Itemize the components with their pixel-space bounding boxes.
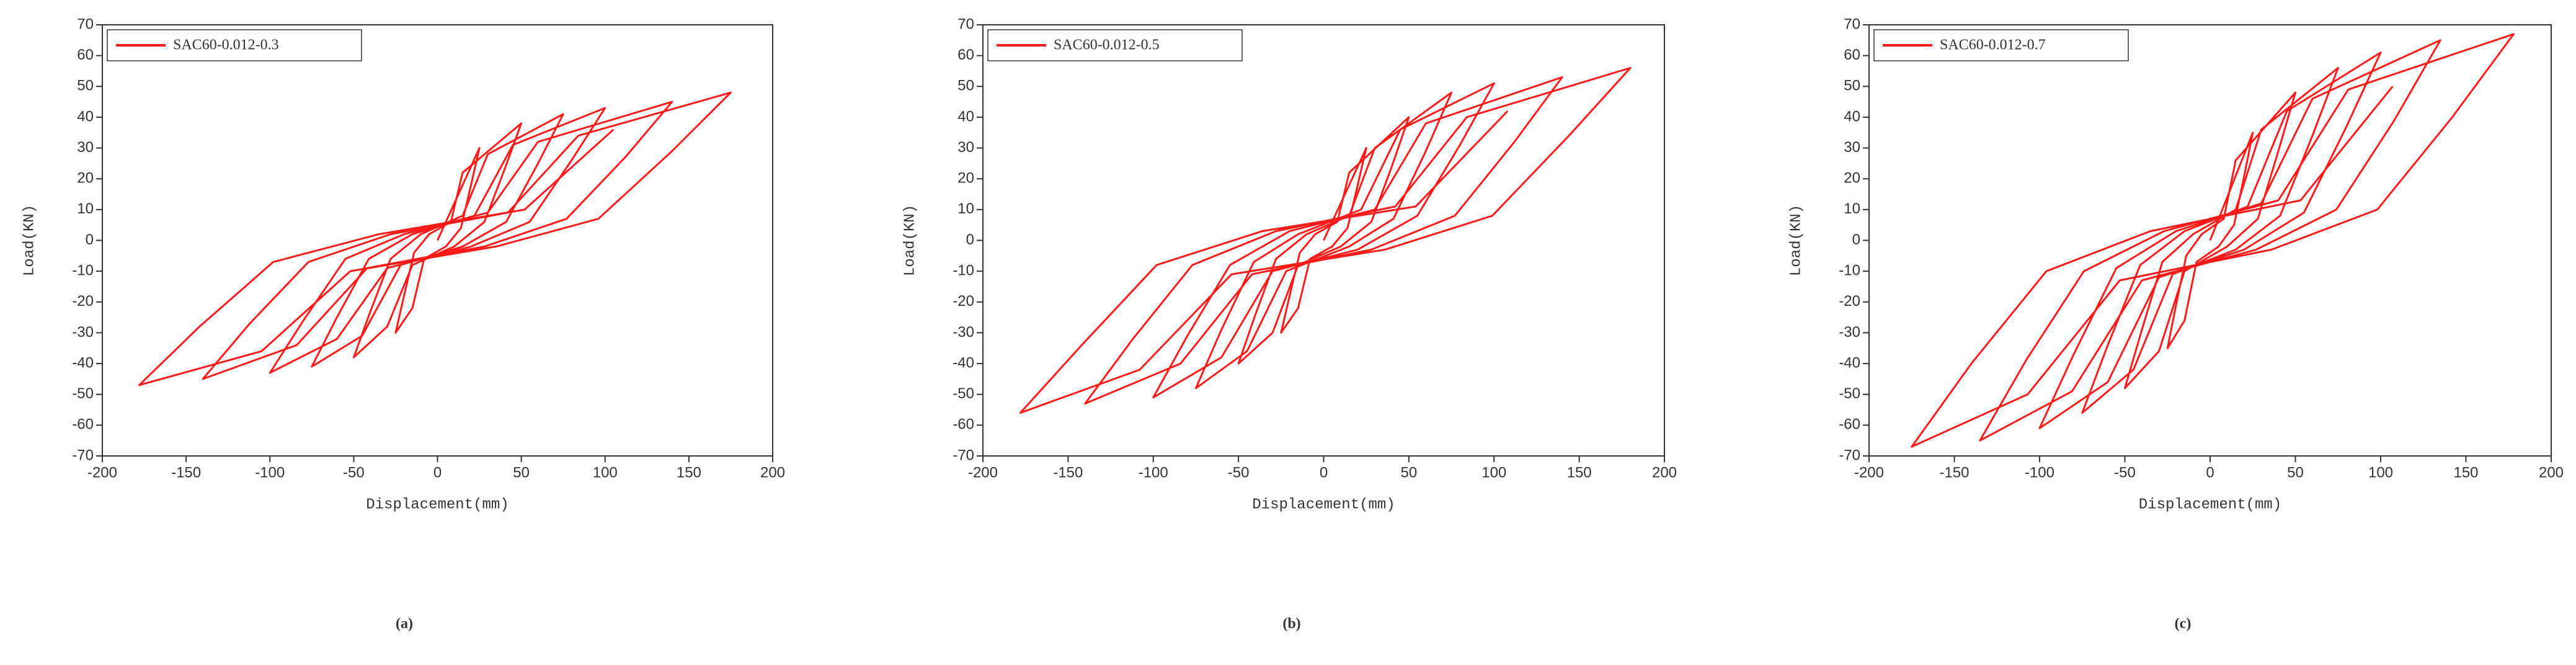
x-tick-label: -50 bbox=[2114, 464, 2136, 481]
x-tick-label: 150 bbox=[677, 464, 701, 481]
legend-label: SAC60-0.012-0.3 bbox=[173, 37, 279, 53]
y-tick-label: -60 bbox=[72, 416, 94, 433]
y-tick-label: 10 bbox=[957, 200, 974, 217]
x-tick-label: -200 bbox=[968, 464, 998, 481]
y-tick-label: -50 bbox=[72, 385, 94, 402]
y-tick-label: 20 bbox=[1844, 170, 1860, 187]
y-tick-label: 30 bbox=[77, 139, 94, 156]
y-tick-label: 0 bbox=[86, 231, 94, 248]
hysteresis-curve bbox=[1911, 33, 2515, 448]
x-tick-label: -200 bbox=[87, 464, 117, 481]
x-tick-label: 100 bbox=[593, 464, 618, 481]
y-tick-label: 60 bbox=[957, 47, 974, 63]
x-tick-label: -150 bbox=[171, 464, 201, 481]
x-tick-label: -200 bbox=[1854, 464, 1884, 481]
x-tick-label: -100 bbox=[2025, 464, 2054, 481]
x-tick-label: 0 bbox=[2206, 464, 2214, 481]
y-tick-label: -70 bbox=[953, 447, 974, 463]
y-tick-label: -40 bbox=[953, 354, 974, 371]
x-tick-label: 200 bbox=[1652, 464, 1677, 481]
y-axis-label: Load(KN) bbox=[902, 205, 918, 276]
x-tick-label: -100 bbox=[1139, 464, 1168, 481]
y-tick-label: 60 bbox=[1844, 47, 1860, 63]
y-tick-label: -50 bbox=[1839, 385, 1860, 402]
x-tick-label: 100 bbox=[2368, 464, 2393, 481]
y-tick-label: -70 bbox=[72, 447, 94, 463]
y-tick-label: 40 bbox=[1844, 108, 1860, 125]
y-tick-label: 30 bbox=[957, 139, 974, 156]
panel-caption: (b) bbox=[1282, 616, 1300, 632]
x-tick-label: 50 bbox=[2287, 464, 2304, 481]
chart: -200 -150 -100 -50 0 50 100 150 200-70-60-50-40-… bbox=[21, 16, 785, 632]
y-tick-label: -20 bbox=[72, 293, 94, 310]
y-tick-label: 10 bbox=[1844, 200, 1860, 217]
y-axis-label: Load(KN) bbox=[1788, 205, 1805, 276]
y-tick-label: -60 bbox=[953, 416, 974, 433]
panel-caption: (c) bbox=[2175, 616, 2192, 632]
x-axis-label: Displacement(mm) bbox=[366, 496, 509, 513]
y-tick-label: 40 bbox=[957, 108, 974, 125]
chart: -200 -150 -100 -50 0 50 100 150 200-70-60-50-40-… bbox=[1788, 16, 2564, 632]
x-tick-label: -50 bbox=[343, 464, 365, 481]
y-tick-label: -40 bbox=[72, 354, 94, 371]
x-tick-label: 200 bbox=[2539, 464, 2564, 481]
y-tick-label: 0 bbox=[966, 231, 974, 248]
x-tick-label: -150 bbox=[1053, 464, 1083, 481]
y-tick-label: 0 bbox=[1852, 231, 1860, 248]
y-tick-label: 20 bbox=[957, 170, 974, 187]
panel-caption: (a) bbox=[396, 616, 413, 632]
y-tick-label: -70 bbox=[1839, 447, 1860, 463]
y-tick-label: 50 bbox=[1844, 78, 1860, 94]
y-axis-label: Load(KN) bbox=[21, 205, 38, 276]
y-tick-label: 10 bbox=[77, 200, 94, 217]
x-tick-label: -50 bbox=[1228, 464, 1250, 481]
y-tick-label: -10 bbox=[72, 262, 94, 279]
x-tick-label: 0 bbox=[1320, 464, 1328, 481]
y-tick-label: -10 bbox=[953, 262, 974, 279]
x-axis-label: Displacement(mm) bbox=[1252, 496, 1395, 513]
y-tick-label: 30 bbox=[1844, 139, 1860, 156]
y-tick-label: 70 bbox=[957, 16, 974, 32]
y-tick-label: -30 bbox=[953, 324, 974, 341]
y-tick-label: -30 bbox=[72, 324, 94, 341]
x-tick-label: -150 bbox=[1939, 464, 1969, 481]
hysteresis-curve bbox=[138, 91, 732, 386]
x-tick-label: -100 bbox=[255, 464, 285, 481]
y-tick-label: -30 bbox=[1839, 324, 1860, 341]
y-tick-label: -20 bbox=[953, 293, 974, 310]
legend-label: SAC60-0.012-0.5 bbox=[1054, 37, 1160, 53]
hysteresis-curve bbox=[1019, 67, 1632, 414]
x-tick-label: 150 bbox=[2453, 464, 2478, 481]
x-tick-label: 0 bbox=[433, 464, 442, 481]
x-tick-label: 150 bbox=[1567, 464, 1592, 481]
y-tick-label: -10 bbox=[1839, 262, 1860, 279]
y-tick-label: -60 bbox=[1839, 416, 1860, 433]
y-tick-label: 40 bbox=[77, 108, 94, 125]
x-tick-label: 100 bbox=[1481, 464, 1506, 481]
y-tick-label: -40 bbox=[1839, 354, 1860, 371]
y-tick-label: 70 bbox=[1844, 16, 1860, 32]
y-tick-label: -50 bbox=[953, 385, 974, 402]
y-tick-label: 60 bbox=[77, 47, 94, 63]
x-tick-label: 50 bbox=[513, 464, 530, 481]
legend-label: SAC60-0.012-0.7 bbox=[1940, 37, 2046, 53]
x-axis-label: Displacement(mm) bbox=[2139, 496, 2281, 513]
chart: -200 -150 -100 -50 0 50 100 150 200-70-60-50-40-… bbox=[902, 16, 1677, 632]
y-tick-label: -20 bbox=[1839, 293, 1860, 310]
x-tick-label: 200 bbox=[760, 464, 785, 481]
y-tick-label: 50 bbox=[957, 78, 974, 94]
x-tick-label: 50 bbox=[1401, 464, 1418, 481]
y-tick-label: 20 bbox=[77, 170, 94, 187]
y-tick-label: 50 bbox=[77, 78, 94, 94]
y-tick-label: 70 bbox=[77, 16, 94, 32]
